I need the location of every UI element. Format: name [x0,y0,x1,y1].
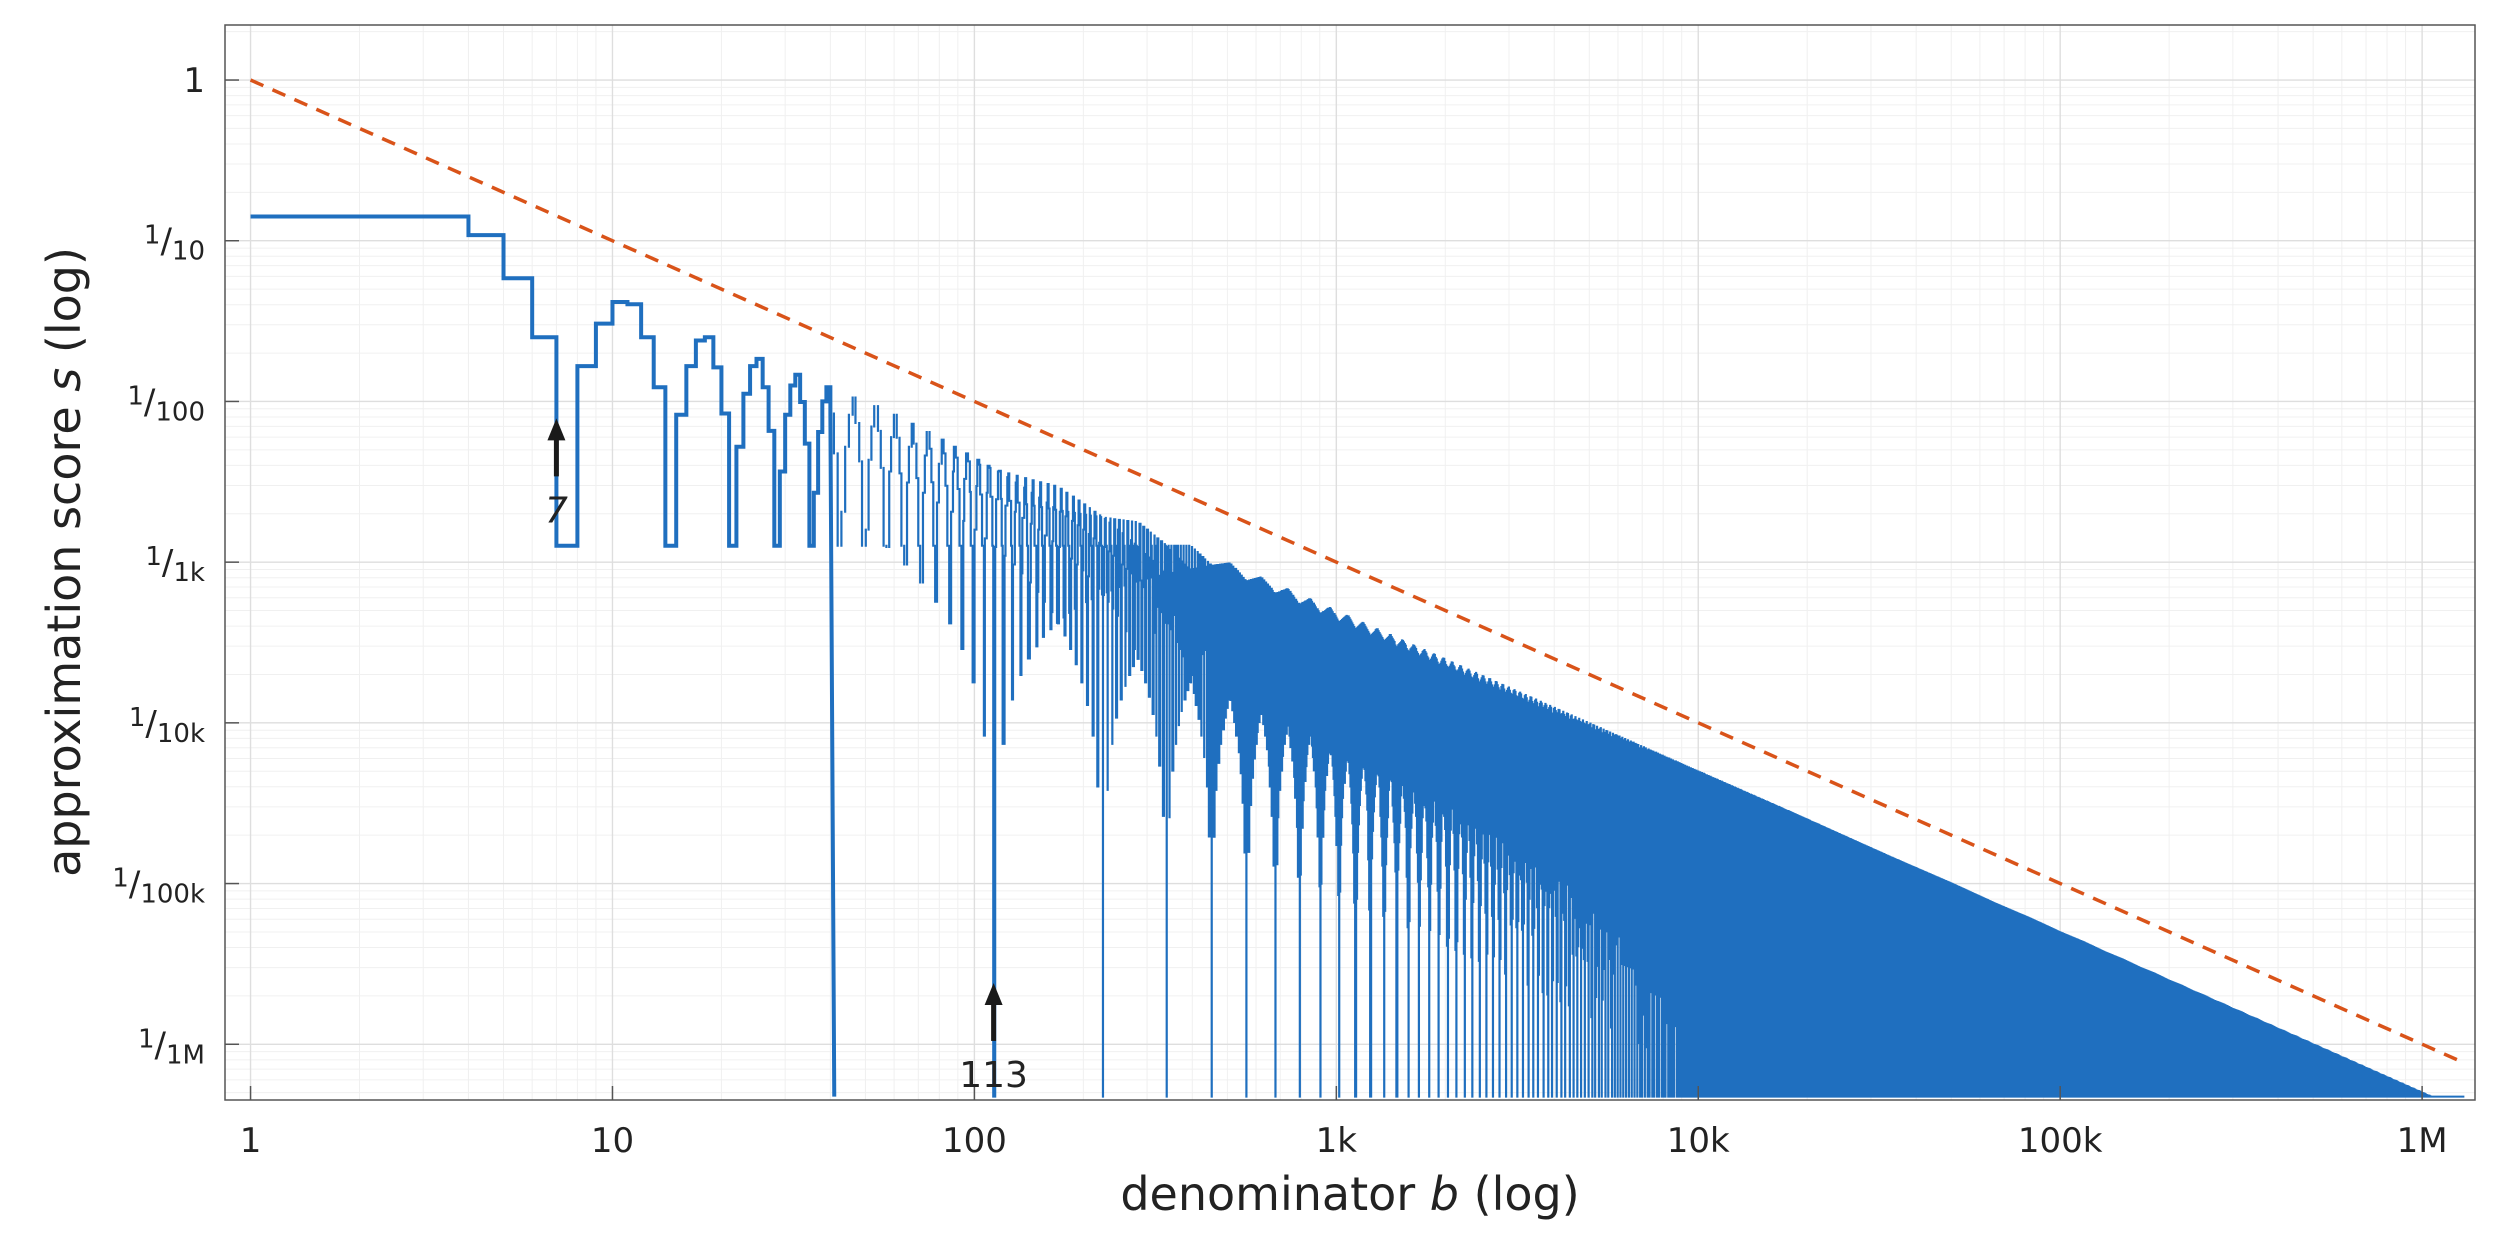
annotation-arrowhead [547,418,566,441]
annotation: 7 [545,418,568,531]
y-axis-title-var: s [37,368,91,392]
series-line-high-b [832,396,2465,1098]
y-tick-label-numerator: 1 [138,1024,155,1054]
x-axis-title-suffix: (log) [1474,1167,1580,1221]
y-tick-label-slash: / [144,382,156,422]
annotation-arrowhead [984,982,1003,1005]
y-tick-label-slash: / [162,543,174,583]
annotation: 113 [959,982,1028,1096]
y-tick-label: 1 [183,61,205,101]
y-tick-label-denominator: 1M [166,1040,205,1070]
series-line-low-b [250,214,837,1097]
y-axis-title: approximation score s (log) [37,247,91,877]
x-tick-label: 10k [1667,1121,1730,1161]
major-grid [225,25,2475,1100]
x-tick-label: 1k [1316,1121,1358,1161]
y-tick-label-numerator: 1 [129,703,146,733]
reference-line [249,78,2465,1065]
y-tick-label-denominator: 10k [157,718,205,748]
x-tick-label: 10 [591,1121,634,1161]
y-tick-label-numerator: 1 [112,863,129,893]
y-tick-label-numerator: 1 [127,381,144,411]
y-tick-label-value: 1 [183,61,205,101]
y-tick-label: 1/10 [144,221,205,267]
y-tick-label: 1/1k [145,542,205,588]
y-axis-title-prefix: approximation score [37,406,91,877]
y-tick-label-numerator: 1 [145,542,162,572]
x-axis: 1 10 100 1k 10k 100k 1M [240,1086,2448,1161]
x-axis-title-prefix: denominator [1120,1167,1415,1221]
x-tick-label: 100k [2018,1121,2103,1161]
x-tick-label: 100 [942,1121,1007,1161]
y-tick-label-denominator: 100k [140,879,205,909]
x-tick-label: 1M [2397,1121,2448,1161]
y-tick-label: 1/100 [127,381,205,427]
y-tick-label-slash: / [145,704,157,744]
x-tick-label: 1 [240,1121,262,1161]
y-tick-label: 1/10k [129,703,205,749]
annotation-label: 7 [545,490,568,531]
annotations: 7 113 [545,418,1028,1096]
y-tick-label-denominator: 100 [155,397,205,427]
series-layer [249,78,2465,1098]
x-axis-title: denominator b (log) [1120,1167,1579,1221]
y-tick-label-slash: / [160,222,172,262]
plot-area [249,78,2465,1098]
x-axis-title-var: b [1430,1167,1459,1221]
y-tick-label-denominator: 1k [173,558,205,588]
y-tick-label-slash: / [129,865,141,905]
y-tick-label-numerator: 1 [144,221,161,251]
y-tick-label-denominator: 10 [172,236,205,266]
y-tick-label: 1/1M [138,1024,205,1070]
y-tick-label-slash: / [155,1025,167,1065]
y-axis-title-suffix: (log) [37,247,91,353]
y-tick-label: 1/100k [112,863,205,909]
annotation-label: 113 [959,1055,1028,1096]
